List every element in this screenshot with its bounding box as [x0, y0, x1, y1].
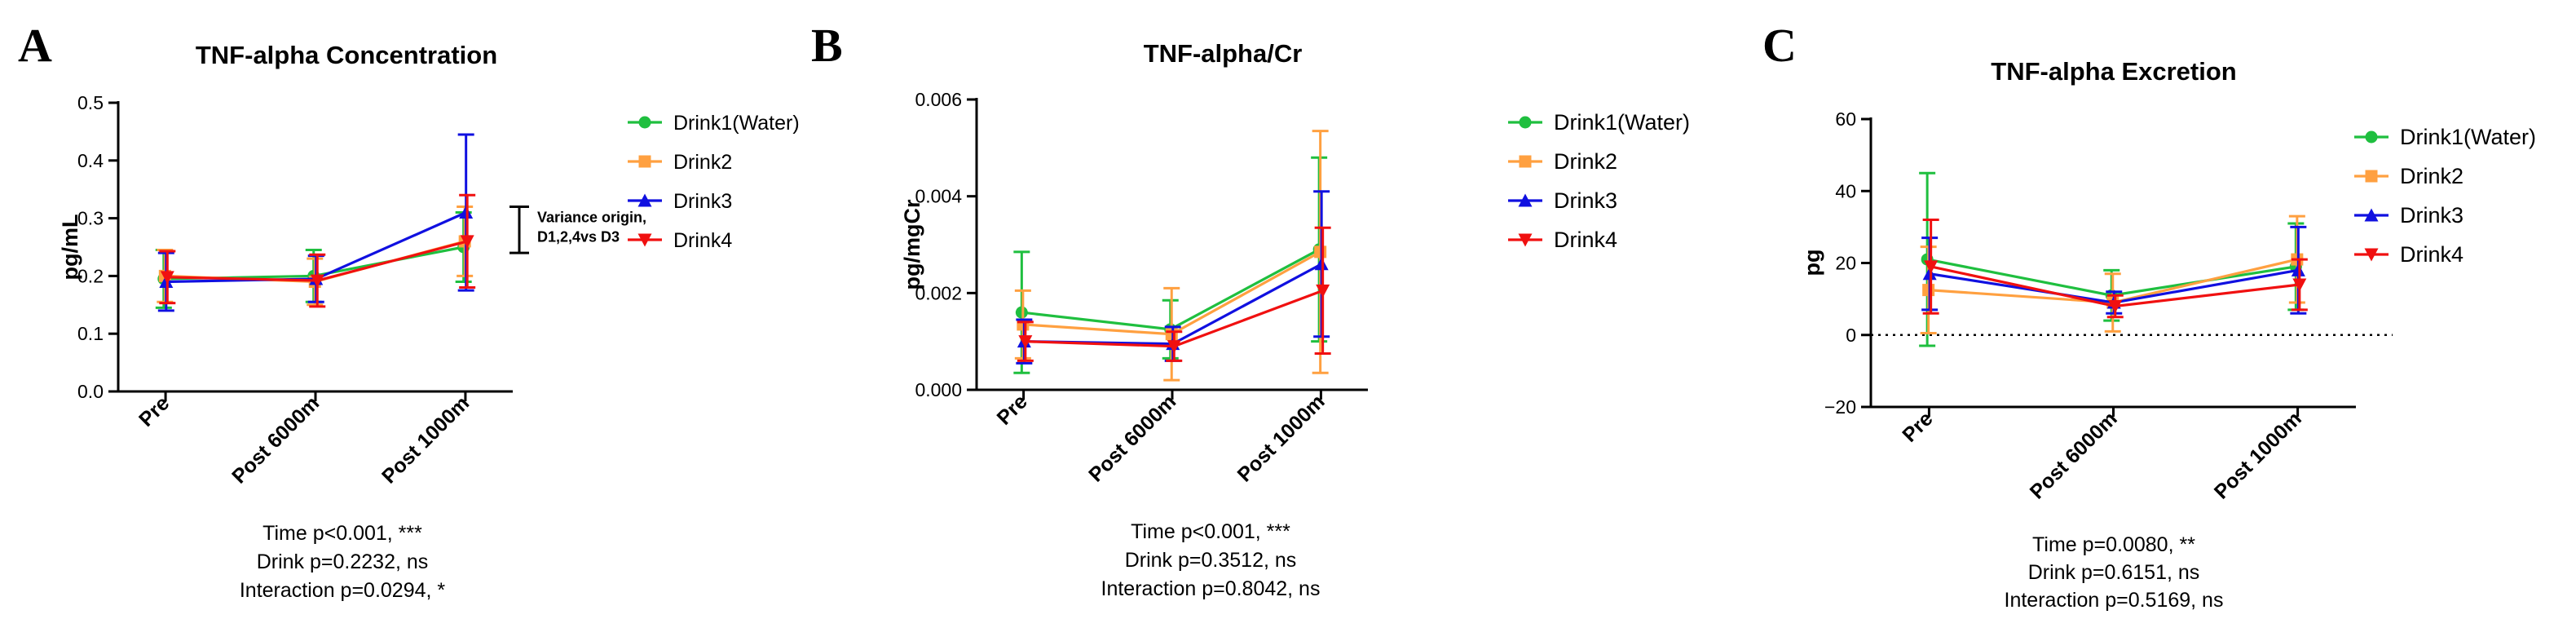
legend-marker: [1518, 233, 1533, 247]
y-tick-label: 60: [1835, 108, 1856, 130]
legend-marker: [2365, 130, 2378, 144]
chart-title: TNF-alpha/Cr: [1144, 39, 1303, 68]
data-point: [1924, 260, 1939, 274]
legend-marker: [1519, 155, 1532, 168]
series-drink4: [1922, 219, 2308, 319]
data-point: [1018, 335, 1033, 349]
stats-line: Time p=0.0080, **: [2032, 533, 2195, 556]
annotation-line-1: Variance origin,: [537, 210, 646, 226]
legend-entry: Drink1(Water): [628, 112, 800, 135]
y-axis-label: pg/mL: [58, 214, 82, 281]
panel-b: B TNF-alpha/Cr 0.000 0.002 0.004 0.006 Pre Post…: [811, 19, 1690, 600]
y-tick-label: 0.000: [915, 379, 962, 400]
y-tick-label: 0.4: [77, 150, 104, 171]
annotation-line-2: D1,2,4vs D3: [537, 229, 620, 245]
panel-label: C: [1762, 19, 1797, 72]
y-tick-label: 0.004: [915, 186, 962, 207]
legend-label: Drink4: [1554, 228, 1617, 252]
legend-label: Drink4: [2400, 242, 2464, 267]
legend-label: Drink2: [673, 151, 732, 174]
x-tick-label: Post 6000m: [227, 391, 324, 488]
series-drink4: [159, 193, 476, 308]
legend-marker: [2364, 248, 2379, 262]
y-tick-label: 0.5: [77, 92, 104, 113]
legend-entry: Drink1(Water): [1508, 110, 1690, 135]
data-point: [310, 274, 324, 288]
stats-line: Drink p=0.2232, ns: [257, 550, 429, 573]
legend-label: Drink3: [673, 190, 732, 213]
y-tick-label: 0.002: [915, 282, 962, 303]
legend-entry: Drink4: [628, 229, 732, 252]
y-tick-label: 0.2: [77, 265, 104, 286]
legend-label: Drink2: [2400, 164, 2464, 188]
legend-label: Drink3: [1554, 188, 1617, 213]
legend-marker: [638, 116, 651, 129]
data-point: [1167, 340, 1181, 354]
stats-line: Drink p=0.3512, ns: [1125, 549, 1297, 572]
legend-entry: Drink2: [2354, 164, 2464, 188]
stats-line: Time p<0.001, ***: [262, 522, 422, 545]
data-point: [2108, 299, 2123, 313]
y-axis-label: pg/mgCr: [900, 199, 924, 290]
x-tick-label: Pre: [1898, 407, 1937, 446]
stats-line: Drink p=0.6151, ns: [2028, 561, 2200, 584]
legend-entry: Drink3: [628, 190, 732, 213]
x-tick-label: Pre: [135, 391, 174, 431]
panel-label: B: [811, 19, 843, 72]
legend-label: Drink1(Water): [1554, 110, 1690, 135]
y-tick-label: 40: [1835, 180, 1856, 201]
legend-marker: [638, 155, 651, 168]
legend-entry: Drink4: [1508, 228, 1617, 252]
panel-c: C TNF-alpha Excretion −20 0 20 40 60 Pre Post 60…: [1762, 19, 2536, 612]
y-tick-label: 0: [1846, 325, 1856, 346]
legend-marker: [2364, 208, 2379, 222]
data-point: [1316, 284, 1330, 298]
legend-label: Drink4: [673, 229, 732, 252]
legend-marker: [1519, 116, 1532, 129]
x-tick-label: Post 6000m: [1084, 390, 1180, 486]
stats-line: Interaction p=0.5169, ns: [2005, 589, 2224, 612]
chart-title: TNF-alpha Excretion: [1991, 57, 2236, 86]
chart-title: TNF-alpha Concentration: [196, 41, 497, 69]
panel-a: A TNF-alpha Concentration 0.0 0.1 0.2 0.3 0.4 0…: [18, 19, 800, 602]
legend-entry: Drink2: [628, 151, 732, 174]
legend-entry: Drink4: [2354, 242, 2464, 267]
stats-line: Time p<0.001, ***: [1131, 520, 1290, 543]
x-tick-label: Post 1000m: [377, 391, 474, 488]
legend-marker: [2365, 170, 2378, 183]
legend-entry: Drink2: [1508, 149, 1617, 174]
stats-line: Interaction p=0.8042, ns: [1101, 577, 1321, 600]
legend-label: Drink3: [2400, 203, 2464, 228]
legend-marker: [637, 233, 652, 247]
y-tick-label: 0.0: [77, 381, 104, 402]
panel-label: A: [18, 19, 52, 72]
data-point: [160, 271, 174, 285]
legend-marker: [1518, 193, 1533, 207]
legend-entry: Drink3: [2354, 203, 2464, 228]
y-tick-label: −20: [1824, 396, 1856, 418]
y-tick-label: 0.1: [77, 323, 104, 344]
y-axis-label: pg: [1800, 250, 1824, 276]
data-point: [460, 235, 474, 249]
y-tick-label: 20: [1835, 253, 1856, 274]
data-point: [2292, 278, 2307, 292]
y-tick-label: 0.3: [77, 208, 104, 229]
legend-entry: Drink3: [1508, 188, 1617, 213]
legend-label: Drink1(Water): [2400, 125, 2536, 149]
y-tick-label: 0.006: [915, 89, 962, 110]
stats-line: Interaction p=0.0294, *: [240, 579, 446, 602]
x-tick-label: Pre: [993, 390, 1032, 429]
legend-entry: Drink1(Water): [2354, 125, 2536, 149]
x-tick-label: Post 1000m: [1233, 390, 1330, 486]
x-tick-label: Post 1000m: [2210, 407, 2306, 503]
x-tick-label: Post 6000m: [2026, 407, 2122, 503]
legend-marker: [637, 193, 652, 207]
legend-label: Drink1(Water): [673, 112, 800, 135]
series-drink4: [1017, 226, 1331, 362]
legend-label: Drink2: [1554, 149, 1617, 174]
